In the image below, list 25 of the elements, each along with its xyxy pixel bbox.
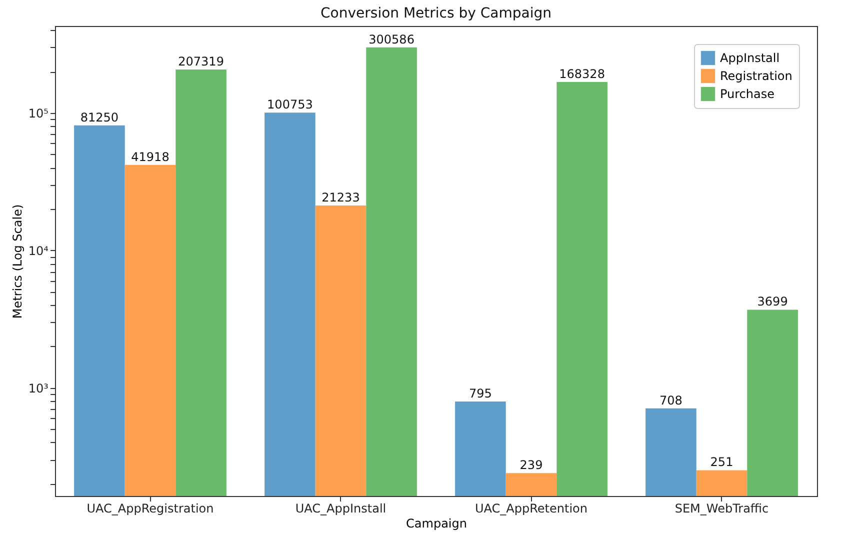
- data-label: 100753: [267, 98, 313, 112]
- x-tick-label: UAC_AppRegistration: [86, 502, 214, 516]
- data-label: 207319: [178, 54, 224, 69]
- data-label: 708: [659, 393, 682, 408]
- data-label: 41918: [131, 150, 170, 164]
- x-axis-title: Campaign: [406, 516, 467, 530]
- y-tick-label: 10⁴: [28, 244, 49, 258]
- y-tick-label: 10⁵: [28, 106, 49, 121]
- legend-label: Purchase: [720, 87, 774, 101]
- legend-label: Registration: [720, 69, 792, 83]
- data-label: 21233: [322, 190, 360, 204]
- x-tick-label: UAC_AppInstall: [295, 502, 386, 516]
- x-tick-label: UAC_AppRetention: [475, 502, 588, 516]
- x-tick-label: SEM_WebTraffic: [674, 502, 769, 516]
- y-axis-title: Metrics (Log Scale): [10, 204, 24, 319]
- data-label: 168328: [559, 66, 605, 81]
- data-label: 251: [710, 455, 734, 470]
- y-tick-label: 10³: [28, 381, 49, 396]
- data-label: 239: [520, 458, 543, 472]
- data-label: 795: [468, 386, 492, 400]
- chart-title: Conversion Metrics by Campaign: [320, 5, 552, 22]
- data-label: 81250: [80, 110, 119, 124]
- data-label: 300586: [368, 32, 414, 46]
- legend-label: AppInstall: [720, 51, 780, 65]
- data-label: 3699: [757, 294, 788, 309]
